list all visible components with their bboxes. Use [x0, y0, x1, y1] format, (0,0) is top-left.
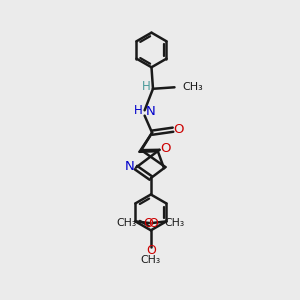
Text: H: H	[142, 80, 151, 93]
Text: O: O	[160, 142, 170, 155]
Text: O: O	[144, 217, 154, 230]
Text: N: N	[146, 105, 156, 118]
Text: O: O	[146, 244, 156, 257]
Text: CH₃: CH₃	[117, 218, 137, 228]
Text: CH₃: CH₃	[141, 256, 161, 266]
Text: N: N	[124, 160, 134, 172]
Text: CH₃: CH₃	[165, 218, 185, 228]
Text: O: O	[148, 217, 158, 230]
Text: O: O	[173, 123, 184, 136]
Text: H: H	[134, 104, 142, 117]
Text: CH₃: CH₃	[183, 82, 204, 92]
